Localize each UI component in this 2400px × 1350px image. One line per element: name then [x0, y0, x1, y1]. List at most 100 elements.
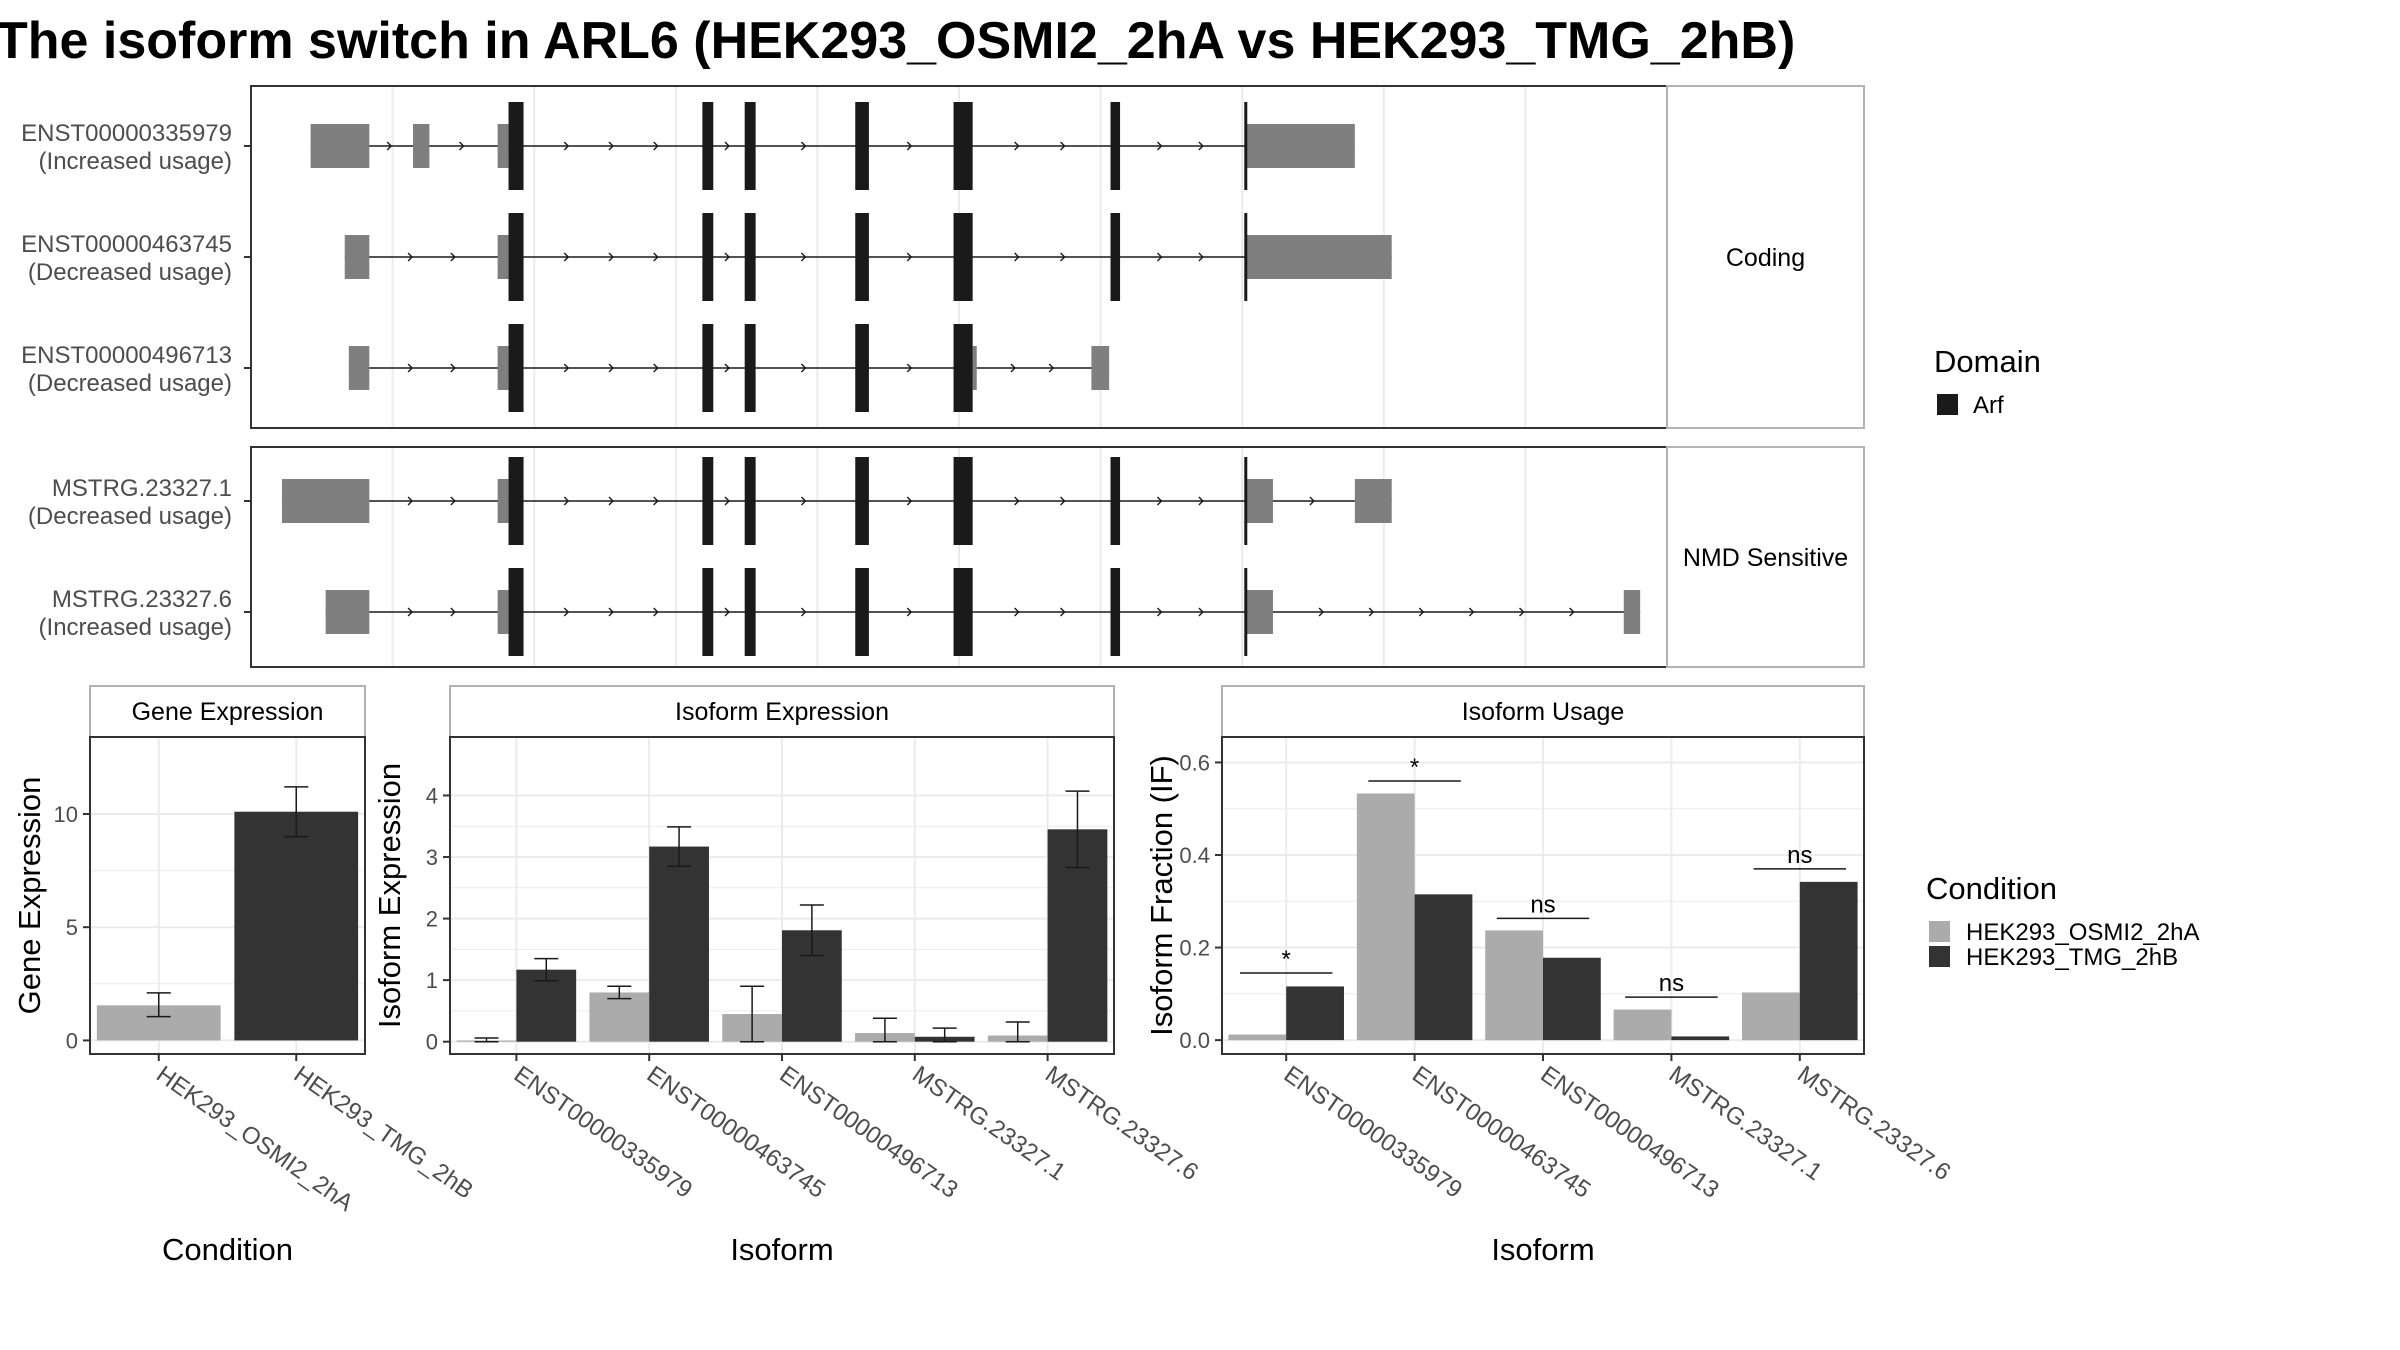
condition-legend-label-1: HEK293_OSMI2_2hA: [1966, 919, 2199, 946]
intron-arrow: [1156, 252, 1163, 262]
utr-exon: [497, 235, 509, 279]
arf-domain-exon: [855, 568, 869, 656]
y-tick-label: 0.6: [1179, 750, 1210, 775]
utr-exon: [325, 590, 370, 634]
significance-label: *: [1410, 754, 1419, 781]
intron-arrow: [407, 496, 414, 506]
transcript-usage-label: (Decreased usage): [28, 503, 232, 530]
intron-arrow: [800, 607, 807, 617]
intron-arrow: [653, 141, 659, 151]
bar: [1356, 793, 1415, 1041]
intron-arrow: [608, 252, 614, 262]
arf-domain-exon: [508, 568, 524, 656]
intron-arrow: [800, 141, 807, 151]
intron-arrow: [459, 141, 465, 151]
utr-exon: [1247, 590, 1273, 634]
intron-arrow: [1010, 363, 1016, 373]
intron-arrow: [608, 363, 614, 373]
intron-arrow: [724, 252, 730, 262]
intron-arrow: [1014, 252, 1020, 262]
intron-arrow: [800, 496, 807, 506]
y-axis-title: Gene Expression: [12, 777, 47, 1015]
structure-strip-label: NMD Sensitive: [1683, 544, 1848, 572]
transcript-row: MSTRG.23327.1(Decreased usage): [28, 457, 1392, 545]
panel-strip: [1221, 685, 1865, 738]
y-tick-label: 10: [54, 802, 78, 827]
intron-arrow: [450, 496, 456, 506]
y-tick-label: 2: [426, 907, 438, 932]
condition-legend-label-2: HEK293_TMG_2hB: [1966, 944, 2178, 971]
utr-exon: [1623, 590, 1641, 634]
intron-arrow: [653, 252, 659, 262]
arf-domain-exon: [953, 213, 973, 301]
bar: [1543, 957, 1601, 1041]
significance-label: ns: [1787, 842, 1812, 869]
arf-domain-exon: [1244, 213, 1248, 301]
intron-arrow: [563, 141, 570, 151]
arf-domain-exon: [1110, 568, 1121, 656]
intron-arrow: [1198, 252, 1204, 262]
intron-arrow: [608, 607, 614, 617]
intron-arrow: [653, 607, 659, 617]
arf-domain-exon: [744, 213, 756, 301]
condition-legend-key-1: [1929, 921, 1950, 942]
y-tick-label: 0: [426, 1030, 438, 1055]
utr-exon: [281, 479, 370, 523]
transcript-usage-label: (Decreased usage): [28, 259, 232, 286]
panel-strip-label: Isoform Expression: [675, 698, 889, 726]
panel-strip-label: Isoform Usage: [1462, 698, 1625, 726]
arf-domain-exon: [1244, 568, 1248, 656]
y-axis-title: Isoform Expression: [372, 763, 407, 1028]
y-tick-label: 3: [426, 845, 438, 870]
structure-strip: [1666, 446, 1865, 668]
arf-domain-exon: [953, 102, 973, 190]
condition-legend: Condition HEK293_OSMI2_2hA HEK293_TMG_2h…: [1926, 871, 2199, 971]
intron-arrow: [563, 496, 570, 506]
intron-arrow: [450, 252, 456, 262]
intron-arrow: [906, 496, 913, 506]
intron-arrow: [1309, 496, 1315, 506]
arf-domain-exon: [508, 324, 524, 412]
bar-panel-2: Isoform Expression01234ENST00000335979EN…: [372, 685, 1203, 1267]
intron-arrow: [724, 607, 730, 617]
intron-arrow: [1418, 607, 1425, 617]
arf-domain-exon: [508, 213, 524, 301]
intron-arrow: [1198, 496, 1204, 506]
intron-arrow: [653, 363, 659, 373]
significance-label: *: [1282, 946, 1291, 973]
arf-domain-exon: [702, 568, 714, 656]
arf-domain-exon: [953, 457, 973, 545]
figure-title: The isoform switch in ARL6 (HEK293_OSMI2…: [0, 12, 1795, 70]
utr-exon: [1247, 124, 1355, 168]
transcript-usage-label: (Increased usage): [39, 614, 232, 641]
intron-arrow: [1014, 141, 1020, 151]
arf-domain-exon: [855, 102, 869, 190]
bar: [1671, 1036, 1730, 1041]
arf-domain-exon: [855, 324, 869, 412]
transcript-row: MSTRG.23327.6(Increased usage): [39, 568, 1641, 656]
intron-arrow: [1014, 607, 1020, 617]
bar: [516, 969, 577, 1042]
utr-exon: [1354, 479, 1392, 523]
utr-exon: [497, 479, 509, 523]
x-axis-title: Isoform: [1491, 1232, 1594, 1267]
intron-arrow: [608, 141, 614, 151]
utr-exon: [412, 124, 430, 168]
condition-legend-key-2: [1929, 946, 1950, 967]
intron-arrow: [724, 141, 730, 151]
intron-arrow: [1569, 607, 1575, 617]
intron-arrow: [906, 252, 913, 262]
intron-arrow: [407, 607, 414, 617]
intron-arrow: [1060, 496, 1066, 506]
arf-domain-exon: [1110, 457, 1121, 545]
intron-arrow: [563, 252, 570, 262]
arf-domain-exon: [953, 568, 973, 656]
arf-domain-exon: [855, 213, 869, 301]
utr-exon: [497, 124, 509, 168]
intron-arrow: [1198, 141, 1204, 151]
significance-label: ns: [1659, 970, 1684, 997]
arf-domain-exon: [1244, 102, 1248, 190]
domain-legend-title: Domain: [1934, 344, 2041, 379]
arf-domain-exon: [508, 102, 524, 190]
